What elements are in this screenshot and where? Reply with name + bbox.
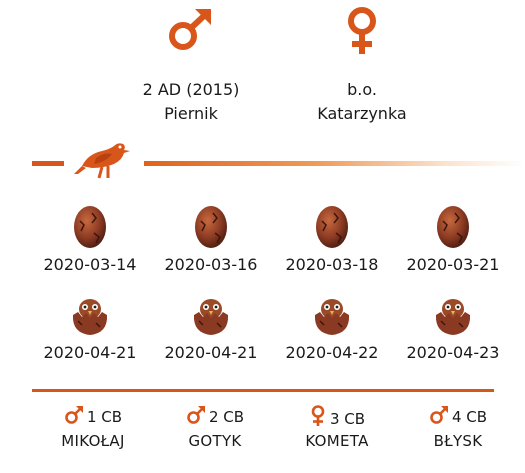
parent-female: b.o. Katarzynka [277,0,447,126]
hatched-chick-icon [72,299,108,335]
chick-name: KOMETA [305,432,369,450]
chick-item: 2 CB GOTYK [155,405,275,451]
hatched-chick-icon [314,299,350,335]
chick-ring: 3 CB [329,410,366,428]
female-icon [348,7,376,54]
chick-name: MIKOŁAJ [61,432,125,450]
parent-male-name: Piernik [164,104,218,123]
egg-icon [437,206,469,248]
egg-icon [316,206,348,248]
egg-date: 2020-03-21 [406,255,500,274]
chick-name: GOTYK [188,432,242,450]
section-divider [32,389,494,392]
egg-item: 2020-03-16 [151,203,271,275]
chick-name: BŁYSK [433,432,483,450]
hatch-date: 2020-04-21 [164,343,258,362]
egg-item: 2020-03-18 [272,203,392,275]
hatch-date: 2020-04-23 [406,343,500,362]
divider-gradient [144,161,525,166]
hatch-item: 2020-04-21 [151,293,271,363]
parent-female-name: Katarzynka [317,104,407,123]
egg-date: 2020-03-18 [285,255,379,274]
parent-female-code: b.o. [347,80,377,99]
egg-item: 2020-03-21 [393,203,513,275]
chick-item: 1 CB MIKOŁAJ [33,405,153,451]
divider [0,130,525,180]
chick-ring: 1 CB [86,408,123,426]
bird-icon [74,143,130,179]
chick-item: 3 CB KOMETA [277,405,397,451]
hatched-chick-icon [435,299,471,335]
divider-dash [32,161,64,166]
chick-ring: 2 CB [208,408,245,426]
male-icon [430,406,448,424]
hatch-item: 2020-04-23 [393,293,513,363]
male-icon [187,406,205,424]
hatch-date: 2020-04-21 [43,343,137,362]
hatch-item: 2020-04-22 [272,293,392,363]
parent-male: 2 AD (2015) Piernik [106,0,276,126]
female-icon [311,405,325,426]
egg-icon [195,206,227,248]
male-icon [65,406,83,424]
egg-date: 2020-03-14 [43,255,137,274]
male-icon [169,9,211,50]
chick-ring: 4 CB [451,408,488,426]
hatch-item: 2020-04-21 [30,293,150,363]
egg-item: 2020-03-14 [30,203,150,275]
hatched-chick-icon [193,299,229,335]
chick-item: 4 CB BŁYSK [398,405,518,451]
parent-male-code: 2 AD (2015) [142,80,240,99]
egg-date: 2020-03-16 [164,255,258,274]
egg-icon [74,206,106,248]
hatch-date: 2020-04-22 [285,343,379,362]
